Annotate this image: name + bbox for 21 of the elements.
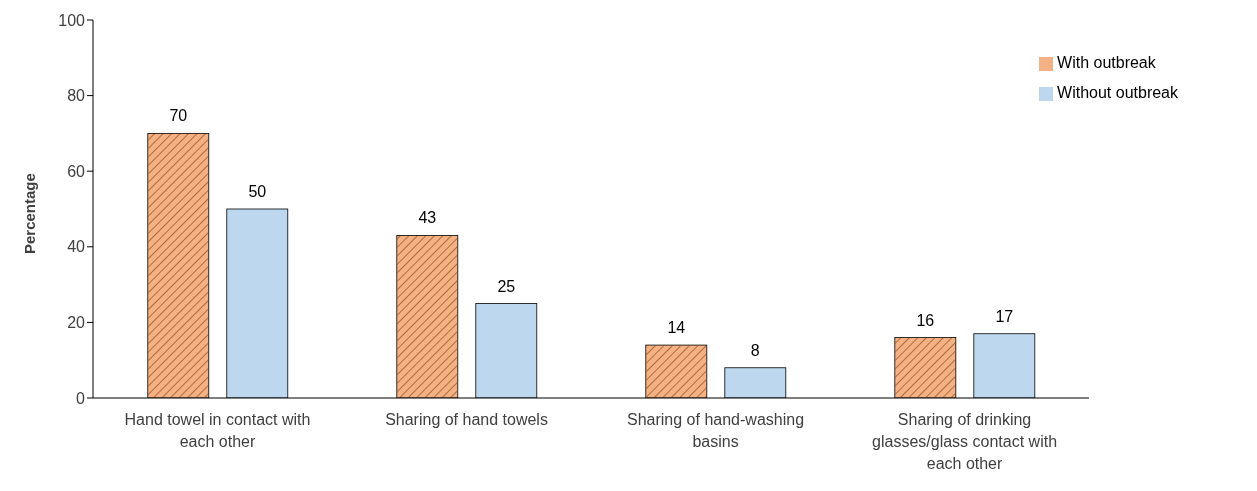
y-tick-label: 80 — [67, 87, 86, 105]
data-label: 16 — [916, 311, 935, 329]
data-label: 43 — [418, 209, 437, 227]
legend-label: With outbreak — [1057, 54, 1156, 71]
y-tick-label: 100 — [58, 11, 86, 29]
data-label: 17 — [995, 307, 1014, 325]
y-tick-label: 20 — [67, 314, 86, 332]
data-label: 8 — [750, 341, 760, 359]
y-axis-title: Percentage — [21, 173, 39, 254]
legend-label: Without outbreak — [1057, 84, 1178, 101]
data-label: 50 — [248, 183, 267, 200]
y-tick-label: 0 — [76, 389, 86, 407]
y-tick-label: 60 — [67, 162, 86, 180]
y-tick-label: 40 — [67, 238, 86, 256]
data-label: 25 — [497, 277, 516, 295]
x-tick-label: Sharing of hand towels — [385, 411, 548, 429]
data-label: 14 — [667, 319, 686, 337]
x-tick-label: Sharing of hand-washing basins — [627, 411, 805, 451]
x-tick-label: Sharing of drinking glasses/glass contact with each other — [872, 411, 1058, 473]
data-label: 70 — [169, 107, 188, 125]
x-tick-label: Hand towel in contact with each other — [124, 411, 311, 451]
